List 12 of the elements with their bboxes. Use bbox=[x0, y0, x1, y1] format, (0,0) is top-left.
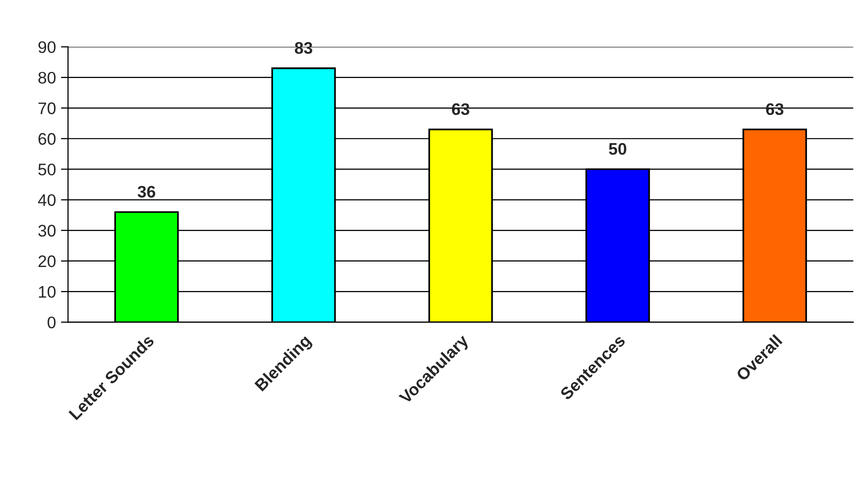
y-tick-label: 30 bbox=[38, 224, 56, 237]
y-tick-label: 10 bbox=[38, 286, 56, 298]
y-tick-label: 80 bbox=[38, 72, 56, 84]
data-label: 50 bbox=[608, 143, 626, 155]
data-label: 36 bbox=[138, 186, 156, 198]
y-tick-label: 70 bbox=[38, 102, 56, 114]
y-tick-label: 50 bbox=[38, 164, 56, 176]
y-tick-label: 90 bbox=[38, 41, 56, 54]
y-tick-label: 20 bbox=[38, 255, 56, 268]
y-tick-label: 0 bbox=[48, 316, 56, 328]
y-tick-label: 40 bbox=[38, 194, 56, 206]
y-tick-label: 60 bbox=[38, 133, 56, 145]
